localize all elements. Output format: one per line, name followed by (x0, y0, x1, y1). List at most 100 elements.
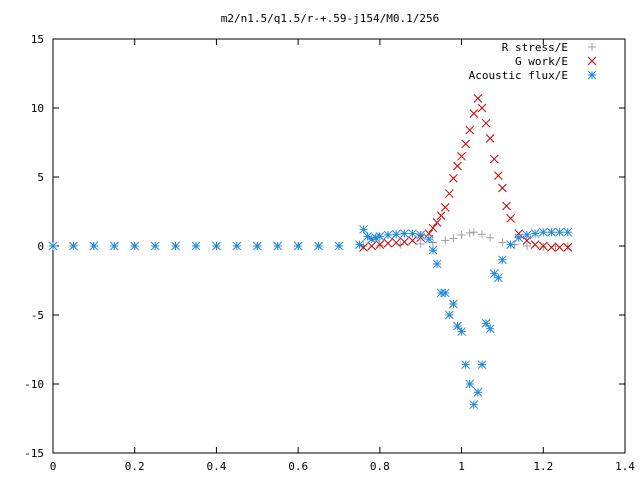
data-point (400, 229, 409, 238)
legend-marker (588, 43, 596, 51)
y-tick-label: 0 (37, 240, 44, 253)
data-point (457, 151, 466, 161)
data-point (171, 241, 180, 251)
data-point (506, 214, 515, 223)
series-layer (48, 93, 573, 410)
data-point (522, 242, 531, 250)
data-point (440, 203, 450, 212)
data-point (498, 238, 507, 247)
data-point (493, 273, 503, 283)
y-tick-label: -5 (31, 309, 44, 322)
data-point (547, 227, 556, 237)
x-tick-label: 1 (458, 460, 465, 473)
data-point (530, 240, 540, 249)
series-cross (359, 93, 573, 252)
data-point (444, 310, 454, 320)
data-point (477, 360, 487, 370)
data-point (478, 230, 486, 239)
data-point (506, 240, 515, 249)
y-tick-label: 10 (31, 102, 44, 115)
data-point (428, 245, 438, 255)
chart-title: m2/n1.5/q1.5/r-+.59-j154/M0.1/256 (221, 12, 440, 25)
data-point (555, 227, 564, 237)
data-point (408, 236, 417, 245)
data-point (436, 211, 446, 220)
data-point (457, 230, 466, 239)
data-point (424, 234, 434, 244)
x-tick-label: 0.2 (125, 460, 145, 473)
data-point (449, 234, 458, 243)
data-point (359, 225, 368, 234)
data-point (130, 241, 140, 251)
x-tick-label: 0 (50, 460, 57, 473)
data-point (469, 400, 479, 410)
data-point (457, 327, 466, 336)
data-point (514, 229, 524, 238)
data-point (469, 228, 478, 237)
y-axis: -15 -10 -5 0 5 10 15 (24, 33, 625, 460)
data-point (465, 228, 474, 237)
data-point (232, 241, 242, 251)
data-point (514, 233, 524, 243)
data-point (383, 238, 393, 248)
data-point (461, 360, 471, 370)
data-point (212, 241, 221, 251)
data-point (449, 174, 458, 183)
data-point (440, 288, 450, 298)
data-point (89, 241, 99, 251)
data-point (453, 161, 462, 171)
data-point (391, 229, 401, 239)
data-point (563, 227, 573, 237)
data-point (252, 241, 262, 251)
data-point (436, 288, 446, 298)
data-point (538, 241, 548, 251)
data-point (469, 109, 479, 118)
x-tick-label: 1.2 (533, 460, 553, 473)
data-point (486, 233, 495, 242)
data-point (383, 230, 393, 240)
series-plus (49, 228, 572, 251)
data-point (432, 259, 442, 269)
data-point (375, 240, 385, 249)
data-point (69, 241, 78, 251)
data-point (453, 321, 462, 331)
data-point (293, 241, 303, 251)
data-point (432, 218, 442, 227)
data-point (465, 379, 475, 389)
data-point (485, 134, 495, 143)
y-tick-label: -15 (24, 447, 44, 460)
data-point (498, 183, 507, 193)
legend-label: G work/E (515, 55, 568, 68)
data-point (563, 243, 573, 252)
data-point (391, 238, 401, 247)
data-point (477, 103, 487, 113)
data-point (465, 125, 475, 135)
data-point (498, 255, 507, 265)
x-tick-label: 0.4 (206, 460, 226, 473)
series-star (48, 225, 573, 410)
data-point (547, 243, 556, 252)
data-point (355, 240, 364, 249)
x-tick-label: 0.8 (370, 460, 390, 473)
legend-label: R stress/E (502, 41, 568, 54)
data-point (555, 243, 564, 252)
data-point (522, 230, 532, 240)
data-point (416, 230, 426, 240)
data-point (191, 241, 201, 251)
data-point (473, 93, 483, 103)
data-point (375, 231, 385, 241)
data-point (428, 223, 438, 233)
data-point (109, 241, 119, 251)
x-axis: 0 0.2 0.4 0.6 0.8 1 1.2 1.4 (50, 39, 635, 473)
data-point (530, 229, 540, 238)
data-point (441, 236, 450, 245)
data-point (400, 237, 409, 247)
data-point (473, 387, 483, 397)
legend-marker (587, 70, 597, 80)
data-point (334, 241, 344, 251)
data-point (538, 227, 548, 237)
data-point (444, 189, 454, 198)
